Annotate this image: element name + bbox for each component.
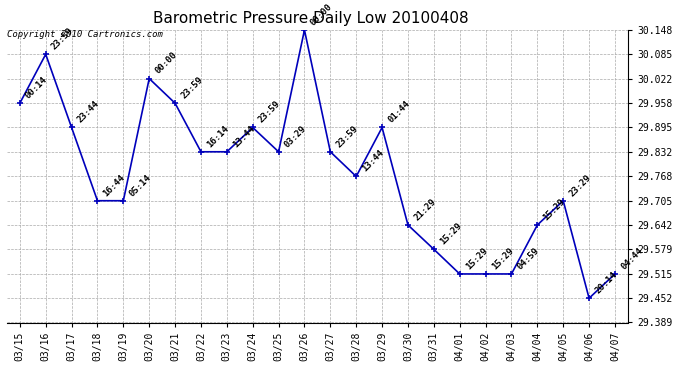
Text: Barometric Pressure Daily Low 20100408: Barometric Pressure Daily Low 20100408	[152, 11, 469, 26]
Text: 23:29: 23:29	[567, 172, 593, 198]
Text: 15:29: 15:29	[490, 246, 515, 271]
Text: 23:59: 23:59	[50, 26, 75, 51]
Text: 15:29: 15:29	[542, 197, 567, 222]
Text: 00:00: 00:00	[153, 50, 179, 76]
Text: 04:59: 04:59	[515, 246, 541, 271]
Text: 04:44: 04:44	[619, 246, 644, 271]
Text: 23:59: 23:59	[257, 99, 282, 125]
Text: 21:29: 21:29	[412, 197, 437, 222]
Text: 23:44: 23:44	[76, 99, 101, 125]
Text: 23:59: 23:59	[179, 75, 205, 100]
Text: 05:14: 05:14	[128, 172, 153, 198]
Text: 00:00: 00:00	[308, 2, 334, 27]
Text: 15:29: 15:29	[438, 221, 464, 246]
Text: Copyright 2010 Cartronics.com: Copyright 2010 Cartronics.com	[7, 30, 163, 39]
Text: 16:44: 16:44	[101, 172, 127, 198]
Text: 01:44: 01:44	[386, 99, 412, 125]
Text: 15:29: 15:29	[464, 246, 489, 271]
Text: 03:29: 03:29	[283, 124, 308, 149]
Text: 00:14: 00:14	[24, 75, 50, 100]
Text: 20:14: 20:14	[593, 270, 619, 296]
Text: 23:59: 23:59	[335, 124, 360, 149]
Text: 13:44: 13:44	[360, 148, 386, 174]
Text: 16:14: 16:14	[205, 124, 230, 149]
Text: 13:44: 13:44	[231, 124, 257, 149]
